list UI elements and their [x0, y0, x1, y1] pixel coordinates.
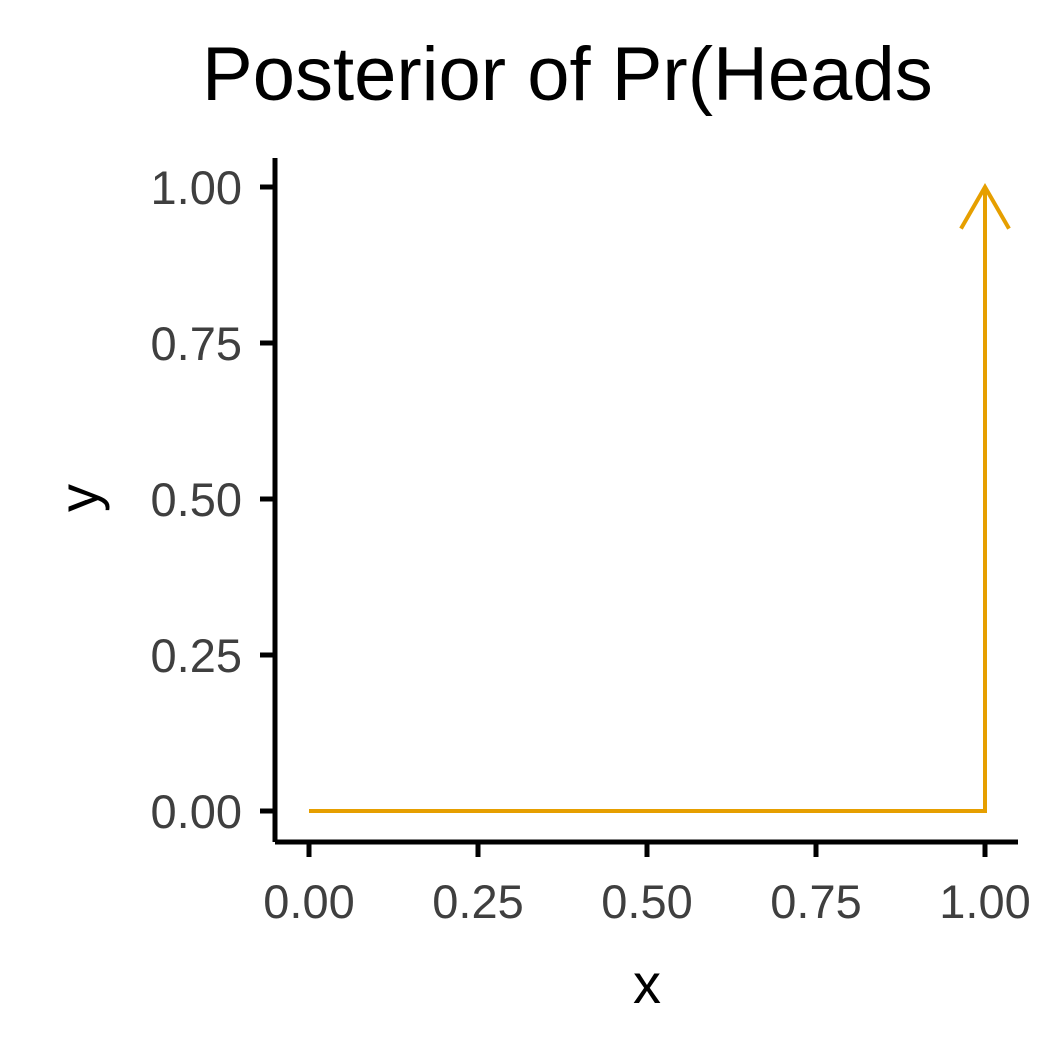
y-tick-label: 1.00	[151, 161, 242, 214]
x-tick-label: 1.00	[939, 875, 1030, 928]
x-tick-label: 0.50	[601, 875, 692, 928]
x-tick-label: 0.00	[263, 875, 354, 928]
x-axis-title: x	[633, 952, 661, 1015]
y-tick-label: 0.75	[151, 317, 242, 370]
y-tick-label: 0.25	[151, 629, 242, 682]
chart-title: Posterior of Pr(Heads	[202, 32, 933, 117]
y-tick-label: 0.00	[151, 785, 242, 838]
x-tick-label: 0.75	[770, 875, 861, 928]
x-tick-label: 0.25	[432, 875, 523, 928]
y-axis-title: y	[47, 484, 110, 512]
y-axis-ticks: 0.00 0.25 0.50 0.75 1.00	[151, 161, 275, 838]
series-arrowhead	[959, 183, 1011, 230]
x-axis-ticks: 0.00 0.25 0.50 0.75 1.00	[263, 842, 1031, 928]
series-line	[309, 187, 987, 813]
y-tick-label: 0.50	[151, 473, 242, 526]
plot-area	[309, 183, 1011, 813]
